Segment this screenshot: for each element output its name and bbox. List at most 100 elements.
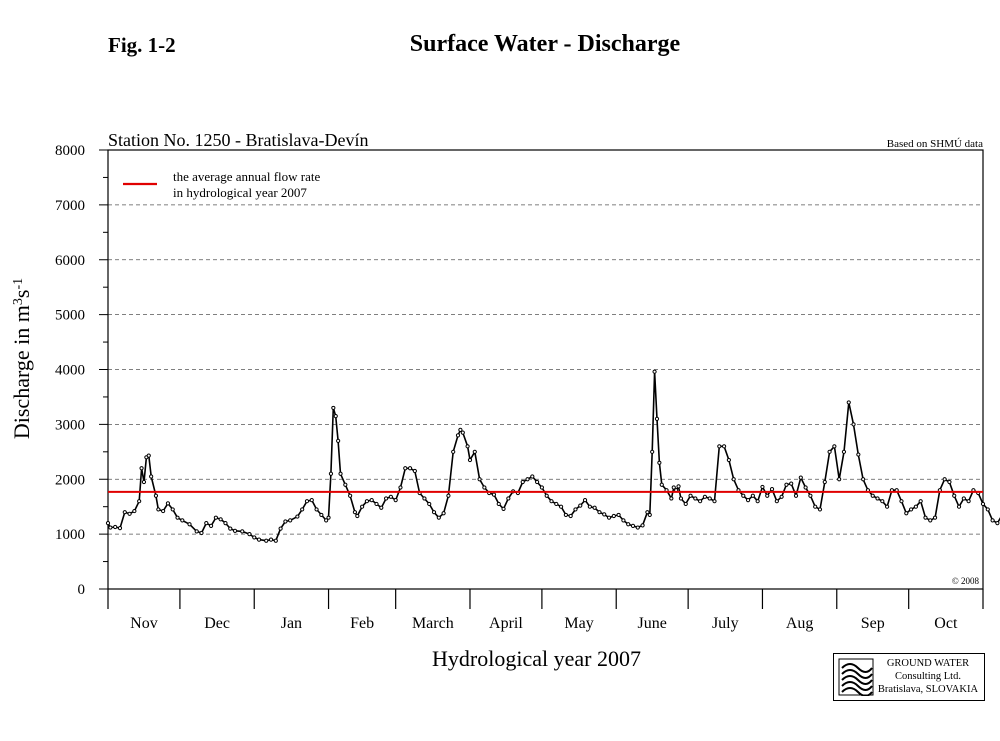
y-tick-label: 3000 bbox=[55, 417, 85, 433]
discharge-data-point bbox=[544, 493, 549, 498]
discharge-data-point bbox=[218, 517, 223, 522]
discharge-data-point bbox=[156, 507, 161, 512]
discharge-data-point bbox=[314, 507, 319, 512]
y-tick-label: 8000 bbox=[55, 143, 85, 159]
discharge-data-point bbox=[769, 487, 775, 492]
discharge-data-point bbox=[765, 493, 770, 498]
discharge-data-point bbox=[132, 508, 137, 514]
discharge-data-point bbox=[223, 521, 228, 526]
discharge-data-point bbox=[105, 521, 111, 526]
discharge-data-point bbox=[369, 498, 374, 503]
discharge-data-point bbox=[657, 460, 662, 465]
discharge-data-point bbox=[626, 522, 631, 527]
discharge-data-point bbox=[535, 479, 540, 485]
month-label: Jan bbox=[281, 615, 302, 632]
x-axis-label: Hydrological year 2007 bbox=[432, 646, 641, 671]
discharge-series-line bbox=[107, 370, 1000, 542]
discharge-data-point bbox=[228, 526, 233, 531]
discharge-data-point bbox=[422, 496, 427, 501]
discharge-data-point bbox=[745, 498, 751, 503]
discharge-data-point bbox=[252, 535, 257, 540]
discharge-data-point bbox=[793, 493, 799, 498]
discharge-data-point bbox=[573, 507, 578, 512]
discharge-data-point bbox=[837, 477, 842, 482]
month-label: March bbox=[412, 615, 454, 632]
discharge-data-point bbox=[698, 499, 703, 504]
discharge-data-point bbox=[606, 515, 612, 520]
discharge-data-point bbox=[127, 511, 132, 516]
discharge-data-point bbox=[451, 449, 456, 454]
discharge-data-point bbox=[549, 499, 554, 504]
discharge-data-point bbox=[966, 499, 971, 504]
discharge-data-point bbox=[702, 494, 708, 499]
discharge-data-point bbox=[899, 499, 904, 504]
discharge-data-point bbox=[721, 444, 727, 449]
y-tick-label: 1000 bbox=[55, 527, 85, 543]
discharge-data-point bbox=[683, 501, 688, 507]
discharge-data-point bbox=[774, 499, 779, 504]
discharge-data-point bbox=[832, 444, 837, 449]
discharge-data-point bbox=[918, 499, 923, 504]
discharge-data-point bbox=[141, 479, 147, 485]
discharge-data-point bbox=[180, 518, 185, 523]
discharge-data-point bbox=[122, 510, 127, 515]
copyright-note: © 2008 bbox=[952, 576, 980, 586]
logo-line-1: GROUND WATER bbox=[886, 658, 970, 669]
discharge-data-point bbox=[952, 493, 957, 498]
discharge-data-point bbox=[707, 496, 712, 501]
discharge-data-point bbox=[578, 503, 583, 508]
discharge-data-point bbox=[731, 477, 736, 482]
discharge-data-point bbox=[482, 485, 487, 490]
month-label: Sep bbox=[861, 615, 885, 632]
month-label: Dec bbox=[204, 615, 230, 632]
discharge-data-point bbox=[827, 449, 832, 454]
y-tick-label: 0 bbox=[78, 582, 86, 598]
discharge-data-point bbox=[436, 515, 441, 520]
discharge-data-point bbox=[880, 499, 885, 504]
discharge-data-point bbox=[530, 474, 535, 479]
discharge-data-point bbox=[554, 501, 559, 507]
discharge-data-point bbox=[841, 449, 847, 454]
discharge-data-point bbox=[961, 496, 966, 501]
legend-label-line1: the average annual flow rate bbox=[173, 169, 320, 184]
discharge-data-point bbox=[460, 430, 465, 435]
discharge-data-point bbox=[520, 479, 525, 485]
discharge-data-point bbox=[885, 504, 890, 509]
month-label: May bbox=[564, 615, 593, 632]
discharge-data-point bbox=[741, 493, 746, 498]
discharge-data-point bbox=[563, 512, 568, 518]
discharge-data-point bbox=[676, 484, 681, 489]
discharge-data-point bbox=[288, 518, 293, 523]
y-tick-label: 4000 bbox=[55, 363, 85, 379]
y-axis-label: Discharge in m3s-1 bbox=[9, 278, 34, 439]
discharge-data-point bbox=[161, 508, 166, 514]
discharge-data-point bbox=[108, 525, 113, 530]
discharge-data-point bbox=[803, 485, 808, 490]
discharge-data-point bbox=[352, 510, 358, 515]
discharge-data-point bbox=[455, 433, 461, 438]
discharge-data-point bbox=[393, 498, 398, 503]
discharge-data-point bbox=[139, 466, 144, 471]
discharge-data-point bbox=[273, 538, 278, 543]
discharge-data-point bbox=[213, 515, 218, 520]
month-label: April bbox=[489, 615, 523, 632]
discharge-data-point bbox=[582, 498, 588, 503]
discharge-data-point bbox=[671, 485, 676, 490]
discharge-data-point bbox=[491, 492, 497, 497]
discharge-data-point bbox=[333, 414, 338, 419]
discharge-data-point bbox=[165, 501, 171, 506]
discharge-data-point bbox=[117, 525, 123, 531]
month-label: July bbox=[712, 615, 739, 632]
discharge-data-point bbox=[875, 496, 880, 501]
discharge-data-point bbox=[995, 521, 1000, 526]
discharge-data-point bbox=[383, 496, 389, 501]
discharge-data-point bbox=[501, 506, 506, 511]
discharge-data-point bbox=[324, 518, 329, 523]
discharge-data-point bbox=[640, 523, 645, 528]
discharge-data-point bbox=[693, 496, 698, 501]
discharge-data-point bbox=[403, 466, 408, 471]
discharge-data-point bbox=[525, 477, 530, 482]
discharge-data-point bbox=[256, 537, 262, 542]
discharge-data-point bbox=[592, 505, 597, 510]
discharge-data-point bbox=[923, 515, 928, 520]
